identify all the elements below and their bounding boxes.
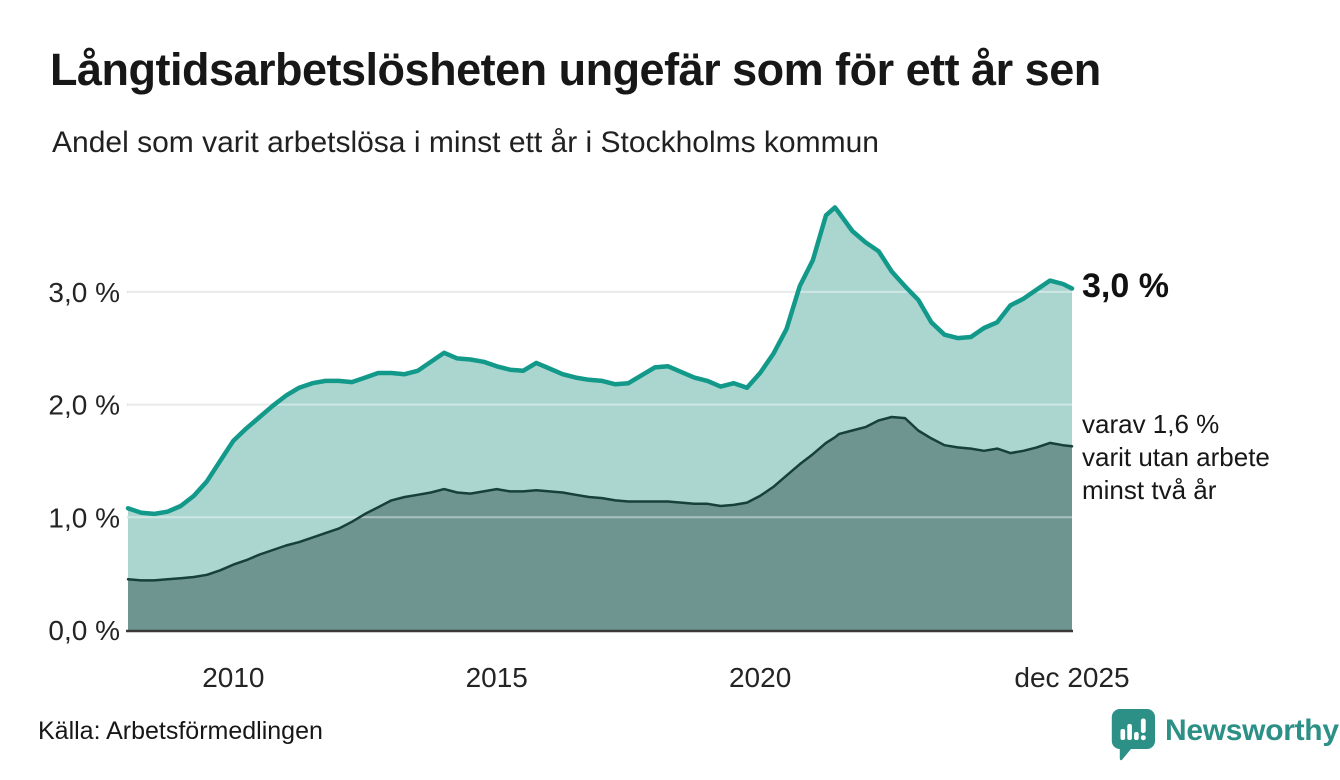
secondary-annotation-line-2: varit utan arbete [1082, 442, 1270, 472]
x-axis-tick-labels: 2010 2015 2020 dec 2025 [202, 662, 1129, 693]
y-tick-label: 2,0 % [48, 390, 120, 421]
secondary-annotation-line-3: minst två år [1082, 475, 1217, 505]
area-two-year-fill [128, 417, 1072, 630]
secondary-series-annotation: varav 1,6 % varit utan arbete minst två … [1082, 408, 1270, 507]
brand-name: Newsworthy [1165, 714, 1339, 747]
latest-value-label: 3,0 % [1082, 267, 1169, 305]
newsworthy-logo: Newsworthy [1110, 708, 1339, 761]
y-tick-label: 3,0 % [48, 277, 120, 308]
y-tick-label: 0,0 % [48, 615, 120, 646]
page-title: Långtidsarbetslösheten ungefär som för e… [50, 44, 1101, 95]
line-two-year [126, 415, 1074, 582]
source-credit: Källa: Arbetsförmedlingen [38, 717, 323, 745]
x-tick-label: dec 2025 [1014, 662, 1129, 693]
line-total-one-year [125, 205, 1075, 517]
gridlines-overlay [128, 290, 1072, 519]
bar-chart-speech-bubble-icon [1111, 709, 1155, 761]
secondary-annotation-line-1: varav 1,6 % [1082, 409, 1220, 439]
y-tick-label: 1,0 % [48, 502, 120, 533]
chart-subtitle: Andel som varit arbetslösa i minst ett å… [52, 126, 879, 159]
x-tick-label: 2020 [729, 662, 791, 693]
x-tick-label: 2015 [466, 662, 528, 693]
y-axis-tick-labels: 0,0 % 1,0 % 2,0 % 3,0 % [48, 277, 120, 646]
x-tick-label: 2010 [202, 662, 264, 693]
